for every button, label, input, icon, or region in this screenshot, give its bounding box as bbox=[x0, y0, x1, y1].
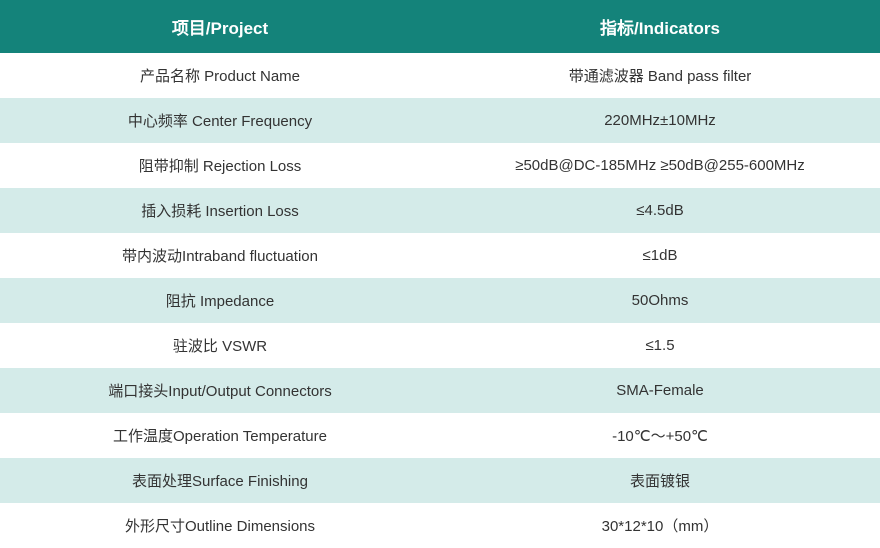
cell-project: 阻抗 Impedance bbox=[0, 278, 440, 323]
cell-indicator: ≥50dB@DC-185MHz ≥50dB@255-600MHz bbox=[440, 143, 880, 188]
cell-project: 插入损耗 Insertion Loss bbox=[0, 188, 440, 233]
table-row: 外形尺寸Outline Dimensions 30*12*10（mm） bbox=[0, 503, 880, 548]
cell-indicator: 表面镀银 bbox=[440, 458, 880, 503]
cell-indicator: 带通滤波器 Band pass filter bbox=[440, 53, 880, 98]
cell-indicator: 50Ohms bbox=[440, 278, 880, 323]
cell-project: 中心频率 Center Frequency bbox=[0, 98, 440, 143]
cell-project: 端口接头Input/Output Connectors bbox=[0, 368, 440, 413]
cell-project: 产品名称 Product Name bbox=[0, 53, 440, 98]
header-project: 项目/Project bbox=[0, 0, 440, 53]
table-row: 阻抗 Impedance 50Ohms bbox=[0, 278, 880, 323]
cell-indicator: 30*12*10（mm） bbox=[440, 503, 880, 548]
cell-project: 外形尺寸Outline Dimensions bbox=[0, 503, 440, 548]
table-row: 阻带抑制 Rejection Loss ≥50dB@DC-185MHz ≥50d… bbox=[0, 143, 880, 188]
cell-indicator: ≤1dB bbox=[440, 233, 880, 278]
cell-project: 带内波动Intraband fluctuation bbox=[0, 233, 440, 278]
cell-indicator: ≤4.5dB bbox=[440, 188, 880, 233]
table-row: 表面处理Surface Finishing 表面镀银 bbox=[0, 458, 880, 503]
spec-table: 项目/Project 指标/Indicators 产品名称 Product Na… bbox=[0, 0, 880, 548]
table-row: 中心频率 Center Frequency 220MHz±10MHz bbox=[0, 98, 880, 143]
table-row: 带内波动Intraband fluctuation ≤1dB bbox=[0, 233, 880, 278]
cell-indicator: 220MHz±10MHz bbox=[440, 98, 880, 143]
cell-project: 阻带抑制 Rejection Loss bbox=[0, 143, 440, 188]
cell-project: 工作温度Operation Temperature bbox=[0, 413, 440, 458]
table-row: 插入损耗 Insertion Loss ≤4.5dB bbox=[0, 188, 880, 233]
cell-indicator: SMA-Female bbox=[440, 368, 880, 413]
table-row: 产品名称 Product Name 带通滤波器 Band pass filter bbox=[0, 53, 880, 98]
header-indicators: 指标/Indicators bbox=[440, 0, 880, 53]
cell-indicator: -10℃～+50℃ bbox=[440, 413, 880, 458]
table-row: 端口接头Input/Output Connectors SMA-Female bbox=[0, 368, 880, 413]
cell-project: 表面处理Surface Finishing bbox=[0, 458, 440, 503]
cell-indicator: ≤1.5 bbox=[440, 323, 880, 368]
cell-project: 驻波比 VSWR bbox=[0, 323, 440, 368]
table-body: 产品名称 Product Name 带通滤波器 Band pass filter… bbox=[0, 53, 880, 548]
table-header-row: 项目/Project 指标/Indicators bbox=[0, 0, 880, 53]
table-row: 驻波比 VSWR ≤1.5 bbox=[0, 323, 880, 368]
table-row: 工作温度Operation Temperature -10℃～+50℃ bbox=[0, 413, 880, 458]
